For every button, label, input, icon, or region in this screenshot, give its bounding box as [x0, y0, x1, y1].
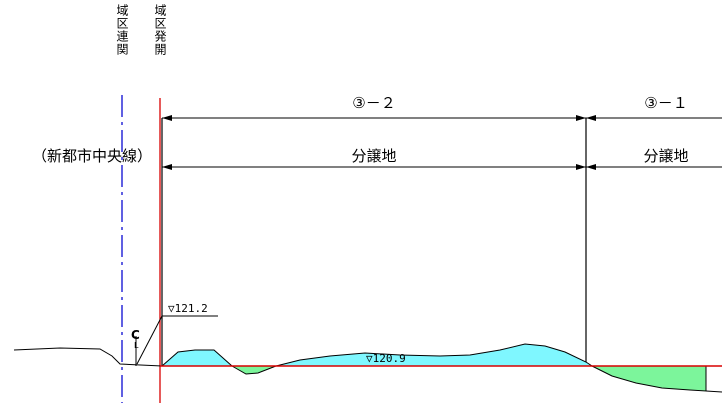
lot-3-2-label: ③－２ — [352, 94, 395, 112]
subdivision-label-2: 分譲地 — [643, 147, 688, 165]
subdivision-label-1: 分譲地 — [351, 147, 396, 165]
cut-area — [276, 344, 592, 366]
arrow-left-icon — [586, 115, 596, 121]
existing-ground-line — [14, 348, 162, 366]
arrow-left-icon — [586, 164, 596, 170]
arrow-left-icon — [162, 164, 172, 170]
fill-area — [232, 366, 276, 374]
existing-ground-line-right — [706, 391, 722, 392]
lot-3-1-label: ③－１ — [644, 94, 687, 112]
elevation-leader-diagonal — [137, 316, 162, 364]
elevation-120-9: ▽120.9 — [366, 352, 406, 365]
arrow-left-icon — [162, 115, 172, 121]
elevation-121-2: ▽121.2 — [168, 302, 208, 315]
fill-area — [592, 366, 706, 391]
arrow-right-icon — [576, 164, 586, 170]
development-district-label: 域区発開 — [153, 4, 167, 56]
arrow-right-icon — [576, 115, 586, 121]
cut-area — [162, 350, 232, 366]
related-district-label: 域区連関 — [115, 4, 129, 56]
road-name-label: （新都市中央線） — [32, 147, 152, 165]
